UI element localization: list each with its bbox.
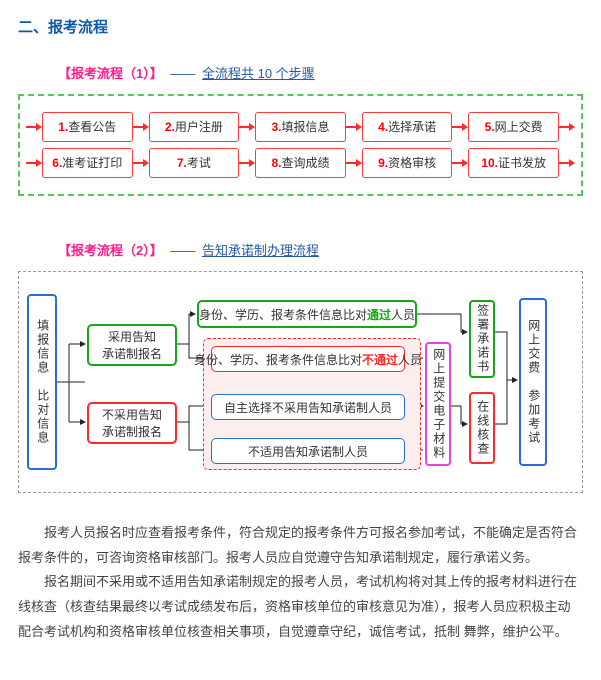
flow2-tag: 【报考流程（2）】 xyxy=(58,243,163,258)
step-text: 用户注册 xyxy=(175,120,223,134)
step-box: 9.资格审核 xyxy=(362,148,453,178)
step-box: 3.填报信息 xyxy=(255,112,346,142)
node-final: 网上交费 参加考试 xyxy=(519,298,547,466)
node-pass: 身份、学历、报考条件信息比对通过人员 xyxy=(197,300,417,328)
arrow-icon xyxy=(133,157,149,169)
flow1-summary: 全流程共 10 个步骤 xyxy=(202,66,315,81)
flow1-tag: 【报考流程（1）】 xyxy=(58,66,163,81)
flow1-header: 【报考流程（1）】 —— 全流程共 10 个步骤 xyxy=(58,63,583,82)
node-self: 自主选择不采用告知承诺制人员 xyxy=(211,394,405,420)
arrow-icon xyxy=(26,157,42,169)
arrow-icon xyxy=(239,121,255,133)
step-text: 选择承诺 xyxy=(388,120,436,134)
flow2-container: 填报信息 比对信息采用告知承诺制报名不采用告知承诺制报名 身份、学历、报考条件信息… xyxy=(18,271,583,493)
arrow-icon xyxy=(26,121,42,133)
step-text: 证书发放 xyxy=(498,156,546,170)
step-box: 5.网上交费 xyxy=(468,112,559,142)
node-adoptN: 不采用告知承诺制报名 xyxy=(87,402,177,444)
step-box: 6.准考证打印 xyxy=(42,148,133,178)
step-num: 10. xyxy=(481,156,498,170)
arrow-icon xyxy=(452,121,468,133)
step-num: 3. xyxy=(271,120,281,134)
paragraph-2: 报名期间不采用或不适用告知承诺制规定的报考人员，考试机构将对其上传的报考材料进行… xyxy=(18,570,583,644)
paragraph-1: 报考人员报名时应查看报考条件，符合规定的报考条件方可报名参加考试，不能确定是否符… xyxy=(18,521,583,570)
node-left: 填报信息 比对信息 xyxy=(27,294,57,470)
flow2-canvas: 填报信息 比对信息采用告知承诺制报名不采用告知承诺制报名 身份、学历、报考条件信息… xyxy=(25,284,576,480)
step-text: 考试 xyxy=(187,156,211,170)
flow2-header: 【报考流程（2）】 —— 告知承诺制办理流程 xyxy=(58,240,583,259)
step-box: 1.查看公告 xyxy=(42,112,133,142)
step-num: 9. xyxy=(378,156,388,170)
arrow-icon xyxy=(559,157,575,169)
flow1-row: 1.查看公告 2.用户注册 3.填报信息 4.选择承诺 5.网上交费 xyxy=(26,112,575,142)
section-title: 二、报考流程 xyxy=(18,16,583,37)
step-text: 网上交费 xyxy=(495,120,543,134)
step-num: 5. xyxy=(485,120,495,134)
flow2-dash: —— xyxy=(170,243,194,258)
step-box: 10.证书发放 xyxy=(468,148,559,178)
arrow-icon xyxy=(346,157,362,169)
step-box: 4.选择承诺 xyxy=(362,112,453,142)
step-num: 7. xyxy=(177,156,187,170)
step-num: 6. xyxy=(52,156,62,170)
arrow-icon xyxy=(239,157,255,169)
flow1-container: 1.查看公告 2.用户注册 3.填报信息 4.选择承诺 5.网上交费 6.准考证打印 7.考… xyxy=(18,94,583,196)
step-text: 准考证打印 xyxy=(62,156,122,170)
step-box: 8.查询成绩 xyxy=(255,148,346,178)
step-text: 查询成绩 xyxy=(281,156,329,170)
flow2-summary: 告知承诺制办理流程 xyxy=(202,243,319,258)
arrow-icon xyxy=(133,121,149,133)
step-num: 1. xyxy=(58,120,68,134)
arrow-icon xyxy=(346,121,362,133)
step-num: 2. xyxy=(165,120,175,134)
arrow-icon xyxy=(559,121,575,133)
node-fail: 身份、学历、报考条件信息比对不通过人员 xyxy=(211,346,405,372)
node-check: 在线核查 xyxy=(469,392,495,464)
node-upload: 网上提交电子材料 xyxy=(425,342,451,466)
node-adoptY: 采用告知承诺制报名 xyxy=(87,324,177,366)
step-num: 8. xyxy=(271,156,281,170)
arrow-icon xyxy=(452,157,468,169)
step-text: 填报信息 xyxy=(281,120,329,134)
node-sign: 签署承诺书 xyxy=(469,300,495,378)
step-box: 2.用户注册 xyxy=(149,112,240,142)
node-na: 不适用告知承诺制人员 xyxy=(211,438,405,464)
step-box: 7.考试 xyxy=(149,148,240,178)
step-text: 资格审核 xyxy=(388,156,436,170)
step-text: 查看公告 xyxy=(68,120,116,134)
step-num: 4. xyxy=(378,120,388,134)
flow1-dash: —— xyxy=(170,66,194,81)
flow1-row: 6.准考证打印 7.考试 8.查询成绩 9.资格审核 10.证书发放 xyxy=(26,148,575,178)
